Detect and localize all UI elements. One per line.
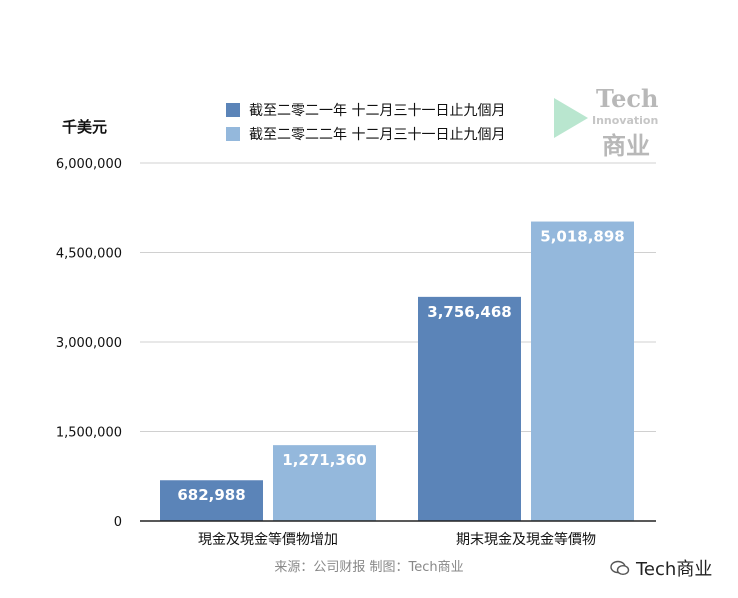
bar-value-label: 682,988 bbox=[177, 486, 245, 504]
logo-line-1: Tech bbox=[596, 84, 659, 113]
watermark-text: Tech商业 bbox=[636, 559, 713, 580]
legend-label-2022: 截至二零二二年 十二月三十一日止九個月 bbox=[249, 127, 506, 143]
y-tick-label: 3,000,000 bbox=[56, 336, 122, 351]
bar bbox=[273, 445, 376, 521]
y-tick-label: 6,000,000 bbox=[56, 157, 122, 172]
bar-value-label: 3,756,468 bbox=[427, 303, 511, 321]
bar-value-label: 5,018,898 bbox=[540, 228, 624, 246]
source-note: 来源：公司财报 制图：Tech商业 bbox=[274, 560, 464, 575]
y-tick-label: 0 bbox=[114, 515, 122, 530]
legend-swatch-2021 bbox=[226, 103, 240, 117]
legend-swatch-2022 bbox=[226, 127, 240, 141]
x-category-label: 現金及現金等價物增加 bbox=[198, 531, 338, 548]
legend-item-2021: 截至二零二一年 十二月三十一日止九個月 bbox=[226, 98, 505, 122]
tech-innovation-logo: Tech Innovation 商业 bbox=[552, 84, 670, 160]
logo-line-2: Innovation bbox=[592, 114, 659, 127]
bar bbox=[418, 296, 521, 521]
logo-arrow-icon bbox=[554, 98, 588, 138]
y-tick-label: 1,500,000 bbox=[56, 426, 122, 441]
y-axis-unit-label: 千美元 bbox=[62, 118, 108, 136]
legend-item-2022: 截至二零二二年 十二月三十一日止九個月 bbox=[226, 122, 505, 146]
y-tick-label: 4,500,000 bbox=[56, 247, 122, 262]
logo-line-3: 商业 bbox=[602, 132, 650, 160]
bar bbox=[160, 480, 263, 521]
wechat-icon bbox=[610, 560, 630, 576]
legend: 截至二零二一年 十二月三十一日止九個月 截至二零二二年 十二月三十一日止九個月 bbox=[226, 98, 505, 146]
x-category-label: 期末現金及現金等價物 bbox=[456, 531, 596, 548]
legend-label-2021: 截至二零二一年 十二月三十一日止九個月 bbox=[249, 103, 506, 119]
bar bbox=[531, 221, 634, 521]
bar-value-label: 1,271,360 bbox=[282, 451, 366, 469]
watermark: Tech商业 bbox=[610, 555, 712, 581]
